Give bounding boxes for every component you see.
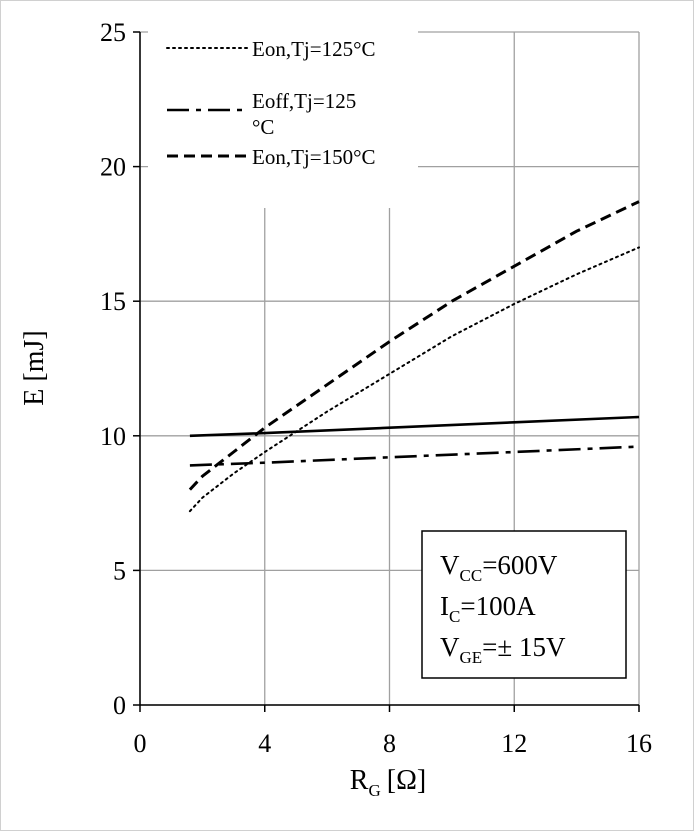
series-line-1-dotted <box>188 246 640 513</box>
series-group <box>188 200 640 513</box>
series-line-3-dashed <box>188 200 640 491</box>
legend-label-dotted: Eon,Tj=125°C <box>252 37 376 61</box>
x-axis-label: RG [Ω] <box>350 765 426 800</box>
x-tick-label-12: 12 <box>501 729 527 758</box>
y-tick-label-5: 5 <box>113 556 126 585</box>
y-tick-label-10: 10 <box>100 422 126 451</box>
y-axis-label: E [mJ] <box>19 330 50 405</box>
x-tick-label-4: 4 <box>258 729 271 758</box>
tick-labels: 0 5 10 15 20 25 0 4 8 12 16 <box>100 18 652 758</box>
vge-condition: VGE=± 15V <box>440 632 566 667</box>
y-tick-label-25: 25 <box>100 18 126 47</box>
ic-condition: IC=100A <box>440 591 536 626</box>
test-conditions-border <box>421 530 627 679</box>
series-line-2-dash-dot <box>189 445 640 467</box>
y-tick-label-20: 20 <box>100 153 126 182</box>
legend: Eon,Tj=125°C Eoff,Tj=125°C Eon,Tj=150°C <box>166 37 376 169</box>
x-tick-label-0: 0 <box>134 729 147 758</box>
y-tick-label-15: 15 <box>100 287 126 316</box>
y-tick-label-0: 0 <box>113 691 126 720</box>
x-tick-label-16: 16 <box>626 729 652 758</box>
legend-label-dash-dot: Eoff,Tj=125 <box>252 89 356 113</box>
x-tick-label-8: 8 <box>383 729 396 758</box>
axes <box>133 31 640 712</box>
test-conditions-box: VCC=600V IC=100A VGE=± 15V <box>421 530 627 679</box>
legend-label-dashed: Eon,Tj=150°C <box>252 145 376 169</box>
legend-background <box>148 30 418 208</box>
vcc-condition: VCC=600V <box>440 550 558 585</box>
series-line-4-solid <box>189 415 640 438</box>
legend-label-dash-dot-line2: °C <box>252 115 274 139</box>
